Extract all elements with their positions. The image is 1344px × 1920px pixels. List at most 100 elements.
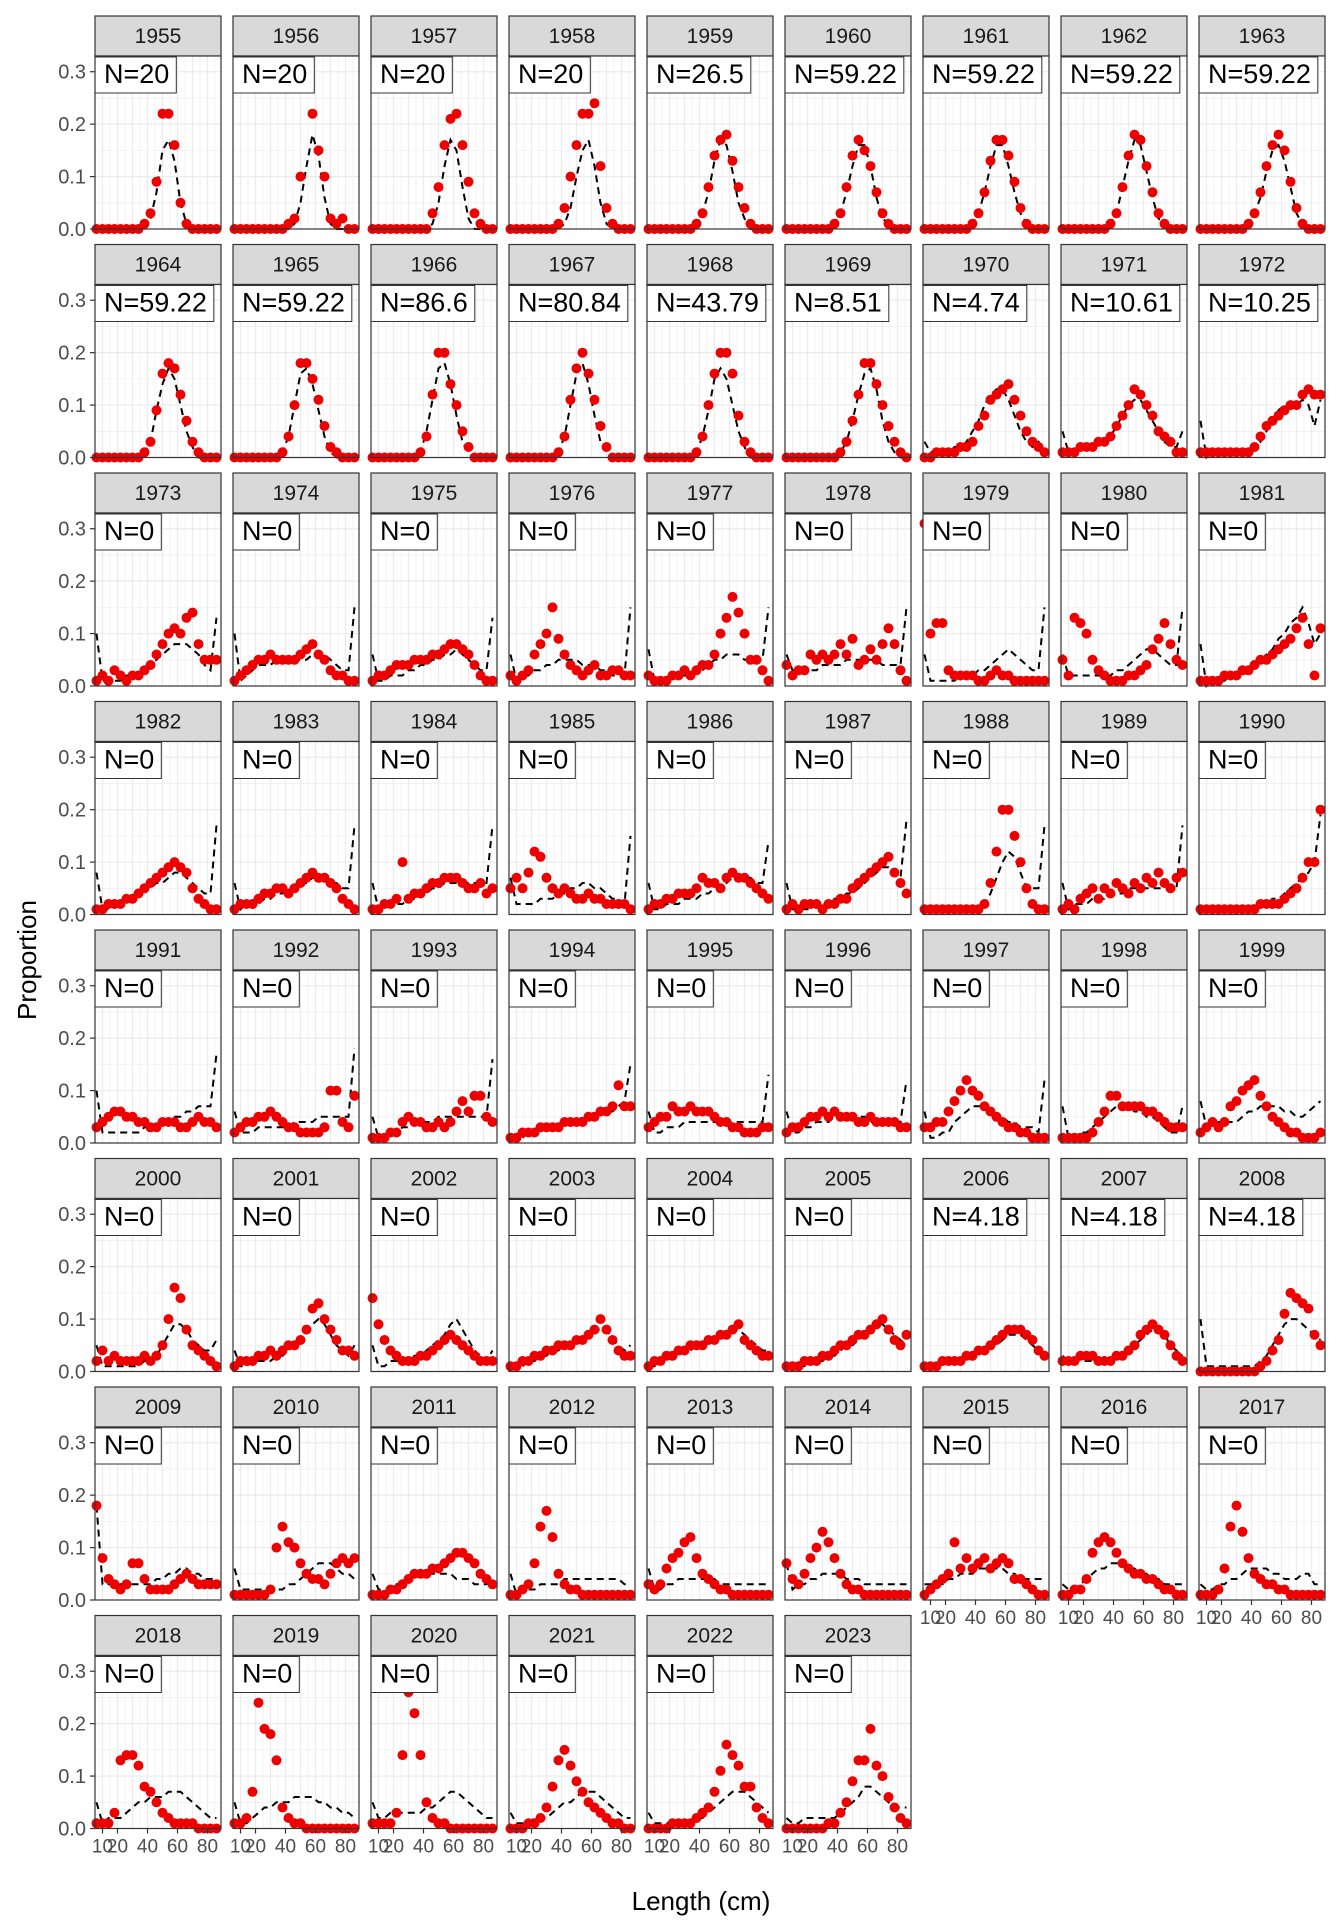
strip-label: 1966	[411, 254, 458, 277]
x-tick-label: 10	[920, 1608, 941, 1629]
observed-point	[157, 639, 168, 650]
observed-point	[601, 442, 612, 452]
sample-size-label: N=10.25	[1208, 288, 1311, 318]
facet-panel-1968: 1968 N=43.79	[643, 243, 774, 463]
strip-label: 1972	[1239, 254, 1286, 277]
observed-point	[457, 426, 468, 437]
strip-header	[508, 700, 636, 743]
observed-point	[937, 1117, 948, 1127]
observed-point	[955, 1085, 966, 1096]
strip-header	[922, 1157, 1050, 1200]
observed-point	[877, 208, 888, 219]
observed-point	[1219, 1563, 1230, 1574]
sample-size-box	[508, 56, 591, 94]
strip-header	[646, 1157, 774, 1200]
strip-label: 1983	[273, 711, 320, 734]
observed-point	[997, 134, 1008, 145]
x-tick-label: 20	[383, 1837, 404, 1858]
observed-point	[469, 660, 480, 670]
expected-line	[233, 1796, 356, 1825]
y-tick-label: 0.3	[58, 1661, 86, 1683]
observed-point	[847, 415, 858, 426]
observed-point	[1141, 161, 1152, 172]
observed-point	[1237, 1526, 1248, 1537]
observed-point	[1087, 1547, 1098, 1558]
observed-point	[211, 1361, 222, 1372]
observed-point	[523, 665, 534, 676]
sample-size-label: N=0	[104, 1659, 154, 1689]
observed-point	[319, 421, 330, 431]
observed-point	[163, 108, 174, 119]
observed-point	[1003, 379, 1014, 390]
observed-point	[865, 644, 876, 655]
facet-panel-1994: 1994 N=0	[505, 929, 636, 1144]
observed-point	[763, 1589, 774, 1600]
observed-point	[163, 1314, 174, 1325]
observed-point	[877, 400, 888, 411]
strip-label: 1976	[549, 482, 596, 505]
observed-point	[961, 1553, 972, 1564]
x-tick-label: 60	[305, 1837, 326, 1858]
observed-point	[535, 1813, 546, 1823]
observed-point	[319, 171, 330, 182]
observed-point	[1075, 618, 1086, 629]
x-tick-label: 20	[107, 1837, 128, 1858]
observed-point	[547, 1781, 558, 1792]
facet-panel-1961: 1961 N=59.22	[919, 15, 1050, 234]
observed-point	[1069, 904, 1080, 915]
observed-point	[1039, 1350, 1050, 1361]
sample-size-box	[370, 970, 438, 1008]
panel-border	[922, 969, 1050, 1144]
observed-point	[823, 1537, 834, 1548]
observed-point	[145, 660, 156, 670]
observed-point	[1027, 1335, 1038, 1345]
observed-point	[1081, 628, 1092, 639]
observed-point	[1003, 150, 1014, 161]
sample-size-label: N=4.18	[932, 1202, 1020, 1232]
panel-border	[922, 512, 1050, 687]
observed-point	[757, 665, 768, 676]
facet-panel-1973: 1973 N=0 0.0 0.1 0.2 0.3	[58, 472, 222, 698]
observed-point	[331, 1085, 342, 1096]
panel-border	[922, 55, 1050, 230]
facet-panel-1976: 1976 N=0	[505, 472, 636, 687]
facet-panel-1998: 1998 N=0	[1057, 929, 1188, 1144]
panel-border	[94, 1197, 222, 1373]
panel-border	[784, 1197, 912, 1373]
facet-panel-1997: 1997 N=0	[919, 929, 1050, 1144]
observed-point	[1111, 421, 1122, 431]
observed-point	[1297, 872, 1308, 883]
observed-point	[475, 878, 486, 888]
observed-point	[97, 1345, 108, 1356]
observed-point	[1003, 1558, 1014, 1569]
observed-point	[157, 1340, 168, 1351]
sample-size-box	[646, 1656, 714, 1693]
observed-point	[871, 379, 882, 390]
strip-header	[232, 700, 360, 743]
x-tick-label: 10	[782, 1837, 803, 1858]
observed-point	[541, 872, 552, 883]
observed-point	[763, 1122, 774, 1133]
expected-line	[509, 835, 632, 907]
strip-label: 1992	[273, 939, 320, 962]
observed-point	[883, 1324, 894, 1335]
strip-label: 2010	[273, 1396, 320, 1419]
x-tick-label: 20	[1073, 1608, 1094, 1629]
strip-header	[646, 472, 774, 514]
panel-border	[784, 969, 912, 1144]
sample-size-box	[94, 56, 177, 94]
strip-label: 2007	[1101, 1168, 1148, 1191]
sample-size-box	[94, 1656, 162, 1693]
observed-point	[955, 1563, 966, 1574]
observed-point	[859, 1755, 870, 1766]
strip-header	[232, 243, 360, 286]
sample-size-box	[922, 513, 990, 551]
observed-point	[727, 1750, 738, 1761]
strip-header	[232, 15, 360, 57]
observed-point	[379, 1335, 390, 1345]
sample-size-box	[784, 285, 890, 322]
sample-size-label: N=0	[104, 1202, 154, 1232]
x-tick-label: 60	[443, 1837, 464, 1858]
observed-point	[901, 1122, 912, 1133]
observed-point	[553, 218, 564, 229]
